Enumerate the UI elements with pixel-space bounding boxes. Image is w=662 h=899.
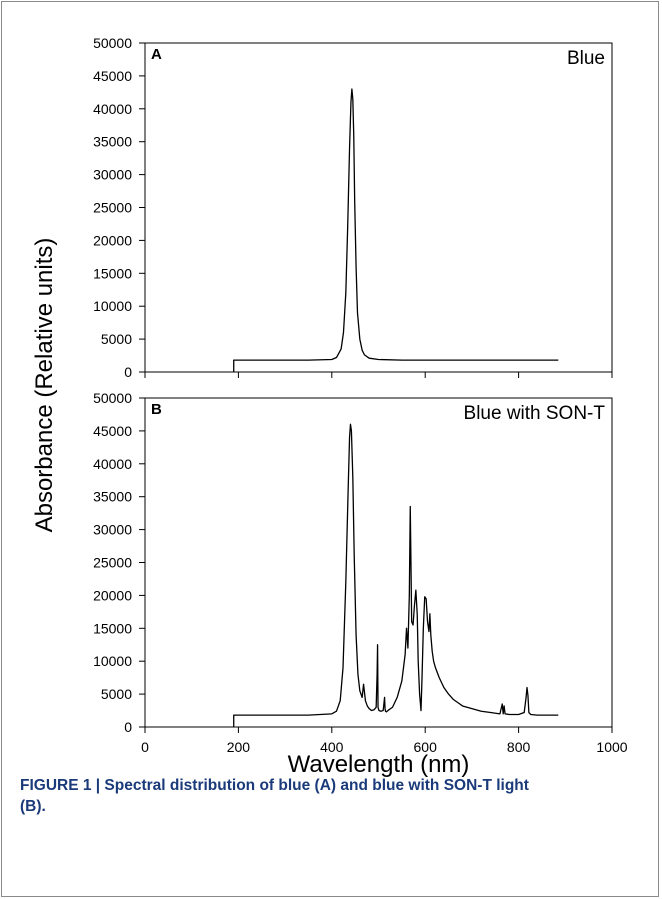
panel-title-a: Blue	[567, 48, 605, 69]
y-tick-label-a: 25000	[93, 200, 132, 216]
y-tick-label-b: 35000	[93, 489, 132, 505]
plot-area-a	[144, 42, 613, 373]
y-tick-label-b: 30000	[93, 522, 132, 538]
y-tick-label-b: 20000	[93, 587, 132, 603]
y-tick-label-a: 20000	[93, 232, 132, 248]
panel-b	[139, 397, 613, 733]
panel-a	[139, 42, 613, 378]
x-tick-label: 1000	[596, 739, 627, 755]
y-tick-label-a: 15000	[93, 265, 132, 281]
y-tick-label-a: 5000	[101, 331, 132, 347]
y-tick-label-b: 15000	[93, 620, 132, 636]
y-tick-label-b: 45000	[93, 423, 132, 439]
plot-area-b	[144, 397, 613, 728]
y-tick-label-a: 40000	[93, 101, 132, 117]
series-line-a	[233, 88, 559, 372]
y-tick-label-b: 5000	[101, 686, 132, 702]
y-tick-label-b: 50000	[93, 390, 132, 406]
panel-label-a: A	[151, 46, 162, 63]
y-tick-label-a: 35000	[93, 134, 132, 150]
x-tick-label: 400	[320, 739, 344, 755]
figure-caption: FIGURE 1 | Spectral distribution of blue…	[20, 777, 529, 815]
y-axis-label: Absorbance (Relative units)	[31, 238, 58, 533]
panel-title-b: Blue with SON-T	[464, 403, 606, 424]
x-tick-label: 200	[227, 739, 251, 755]
y-tick-label-a: 50000	[93, 35, 132, 51]
y-tick-label-a: 0	[124, 364, 132, 380]
y-tick-label-a: 30000	[93, 167, 132, 183]
y-tick-label-a: 10000	[93, 298, 132, 314]
y-tick-label-a: 45000	[93, 68, 132, 84]
x-tick-label: 800	[507, 739, 531, 755]
x-axis-label: Wavelength (nm)	[288, 751, 470, 778]
panel-label-b: B	[151, 401, 162, 418]
x-tick-label: 600	[414, 739, 438, 755]
series-line-b	[233, 423, 559, 727]
y-tick-label-b: 0	[124, 719, 132, 735]
y-tick-label-b: 40000	[93, 456, 132, 472]
y-tick-label-b: 25000	[93, 555, 132, 571]
y-tick-label-b: 10000	[93, 653, 132, 669]
x-tick-label: 0	[141, 739, 149, 755]
